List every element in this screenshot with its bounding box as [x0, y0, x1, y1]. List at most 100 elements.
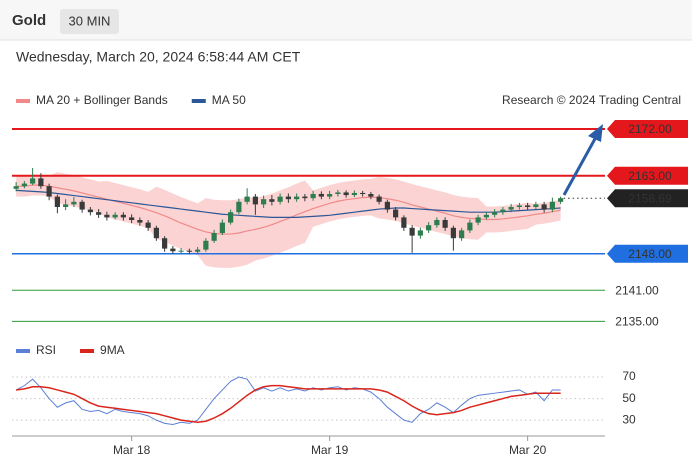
candle-body: [327, 193, 333, 197]
candle-body: [384, 201, 390, 210]
candle-body: [500, 209, 506, 213]
candle-body: [54, 196, 60, 207]
candle-body: [558, 198, 564, 202]
level-label: 2141.00: [615, 283, 659, 297]
candle-body: [376, 196, 382, 202]
x-tick-label: Mar 20: [509, 443, 547, 457]
target-arrow: [562, 124, 603, 196]
candle-body: [203, 240, 209, 250]
candle-body: [442, 219, 448, 228]
moving-average: [16, 189, 561, 218]
arrow-shaft: [562, 136, 598, 196]
legend-label: RSI: [36, 343, 56, 357]
bollinger-band: [16, 172, 561, 268]
level-label: 2135.00: [615, 315, 659, 329]
candle-body: [417, 230, 423, 236]
candle-body: [335, 192, 341, 194]
candle-body: [153, 227, 159, 239]
x-tick-label: Mar 19: [311, 443, 349, 457]
candle-body: [63, 204, 69, 207]
candle-body: [195, 249, 201, 252]
candle-body: [302, 196, 308, 199]
candle-body: [459, 230, 465, 239]
candle-body: [120, 214, 126, 218]
current-price-box: [607, 189, 688, 208]
candle-body: [13, 186, 19, 189]
candle-body: [310, 193, 316, 199]
candle-body: [219, 222, 225, 234]
candle-body: [434, 219, 440, 226]
candle-body: [145, 222, 151, 228]
candle-body: [294, 196, 300, 200]
candle-body: [71, 201, 77, 205]
y-tick-label: 70: [622, 369, 636, 383]
level-label-box: [607, 244, 688, 263]
candle-body: [285, 196, 291, 200]
candle-body: [129, 217, 135, 220]
candle-body: [30, 178, 36, 184]
candle-body: [137, 219, 143, 223]
legend-swatch: [191, 99, 206, 103]
arrow-head: [588, 124, 603, 142]
candle-body: [368, 193, 374, 197]
candle-body: [318, 193, 324, 197]
candle-body: [393, 209, 399, 218]
level-label: 2163.00: [628, 169, 672, 183]
price-panel: 2172.00 2163.00 2148.00 2141.00 2135.00 2158.…: [12, 93, 688, 329]
legend-swatch: [16, 349, 30, 353]
candle-body: [252, 196, 258, 205]
attribution: Research © 2024 Trading Central: [502, 93, 681, 107]
candle-body: [492, 212, 498, 215]
candle-body: [351, 192, 357, 196]
interval[interactable]: 30 MIN: [69, 13, 111, 28]
candle-body: [483, 214, 489, 218]
y-tick-label: 50: [622, 391, 636, 405]
legend-label: MA 20 + Bollinger Bands: [36, 93, 168, 107]
candle-body: [360, 192, 366, 194]
candle-body: [228, 212, 234, 223]
candle-body: [426, 225, 432, 231]
legend-label: 9MA: [100, 343, 125, 357]
candle-body: [162, 238, 168, 249]
candle-body: [343, 192, 349, 196]
candle-body: [541, 204, 547, 210]
legend-swatch: [16, 99, 30, 103]
candle-body: [112, 214, 118, 218]
symbol: Gold: [12, 12, 46, 29]
datetime: Wednesday, March 20, 2024 6:58:44 AM CET: [16, 49, 301, 65]
candle-body: [508, 206, 514, 210]
legend-label: MA 50: [212, 93, 246, 107]
candle-body: [21, 183, 27, 187]
interval-badge[interactable]: [60, 9, 119, 34]
candle-body: [467, 222, 473, 231]
x-tick-label: Mar 18: [113, 443, 151, 457]
candle-body: [450, 227, 456, 239]
candle-body: [186, 250, 192, 252]
candle-body: [178, 250, 184, 252]
candle-body: [96, 212, 102, 215]
level-label-box: [607, 119, 688, 138]
candle-body: [475, 217, 481, 223]
candle-body: [87, 209, 93, 213]
level-label: 2172.00: [628, 122, 672, 136]
candle-body: [104, 214, 110, 218]
level-label-box: [607, 166, 688, 185]
candle-body: [261, 199, 267, 205]
candle-body: [516, 205, 522, 207]
candle-body: [525, 205, 531, 207]
candle-body: [533, 204, 539, 207]
indicator-line: [15, 376, 561, 425]
candle-body: [211, 233, 217, 241]
candle-body: [244, 196, 250, 202]
legend-swatch: [80, 349, 95, 353]
candle-body: [401, 217, 407, 228]
candle-body: [549, 201, 555, 210]
candle-body: [79, 201, 85, 210]
candle-body: [409, 227, 415, 236]
y-tick-label: 30: [622, 412, 636, 426]
candle-body: [236, 201, 242, 213]
candle-body: [46, 186, 52, 197]
level-label: 2148.00: [628, 247, 672, 261]
